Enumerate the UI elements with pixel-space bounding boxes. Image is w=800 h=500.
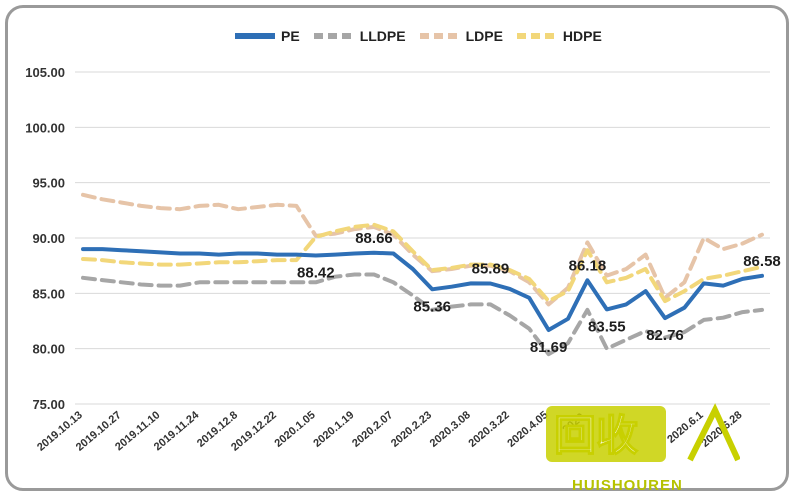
legend-label-ldpe: LDPE [465,28,503,44]
legend: PE LLDPE LDPE HDPE [235,28,602,44]
data-label: 83.55 [588,318,626,335]
watermark-logo: 回收 HUISHOUREN [546,403,740,494]
x-tick-label: 2020.3.08 [428,409,473,450]
data-label: 81.69 [530,339,568,356]
legend-swatch-ldpe [419,33,460,39]
x-tick-label: 2020.1.05 [273,409,318,450]
legend-swatch-lldpe [313,33,354,39]
legend-item-hdpe: HDPE [516,28,602,44]
watermark-main-text: 回收 [554,412,638,459]
legend-swatch-pe [235,33,275,39]
y-tick-label: 95.00 [32,176,65,191]
watermark-sub-text: HUISHOUREN [572,477,683,494]
watermark-badge [546,406,666,462]
series-line-ldpe [81,192,764,307]
legend-swatch-hdpe [516,33,557,39]
legend-label-pe: PE [281,28,300,44]
y-tick-label: 100.00 [25,120,65,135]
legend-label-lldpe: LLDPE [359,28,406,44]
legend-label-hdpe: HDPE [562,28,602,44]
x-tick-label: 2020.3.22 [467,409,512,450]
data-label: 88.42 [297,264,335,281]
y-tick-label: 75.00 [32,397,65,412]
series-line-pe [81,247,764,332]
person-icon [687,403,740,462]
data-label: 85.89 [472,260,510,277]
y-tick-label: 85.00 [32,286,65,301]
y-tick-label: 90.00 [32,231,65,246]
legend-item-ldpe: LDPE [419,28,503,44]
x-tick-label: 2020.2.07 [350,409,395,450]
x-tick-label: 2020.2.23 [389,409,434,450]
data-label: 86.18 [569,257,607,274]
data-label: 86.58 [743,253,781,270]
series-line-hdpe [81,222,764,304]
data-label: 88.66 [355,230,393,247]
series-line-lldpe [81,272,764,357]
y-tick-label: 105.00 [25,65,65,80]
y-tick-label: 80.00 [32,342,65,357]
data-label: 85.36 [413,298,451,315]
data-label: 82.76 [646,327,684,344]
legend-item-pe: PE [235,28,300,44]
x-tick-label: 2020.1.19 [311,409,356,450]
legend-item-lldpe: LLDPE [313,28,406,44]
